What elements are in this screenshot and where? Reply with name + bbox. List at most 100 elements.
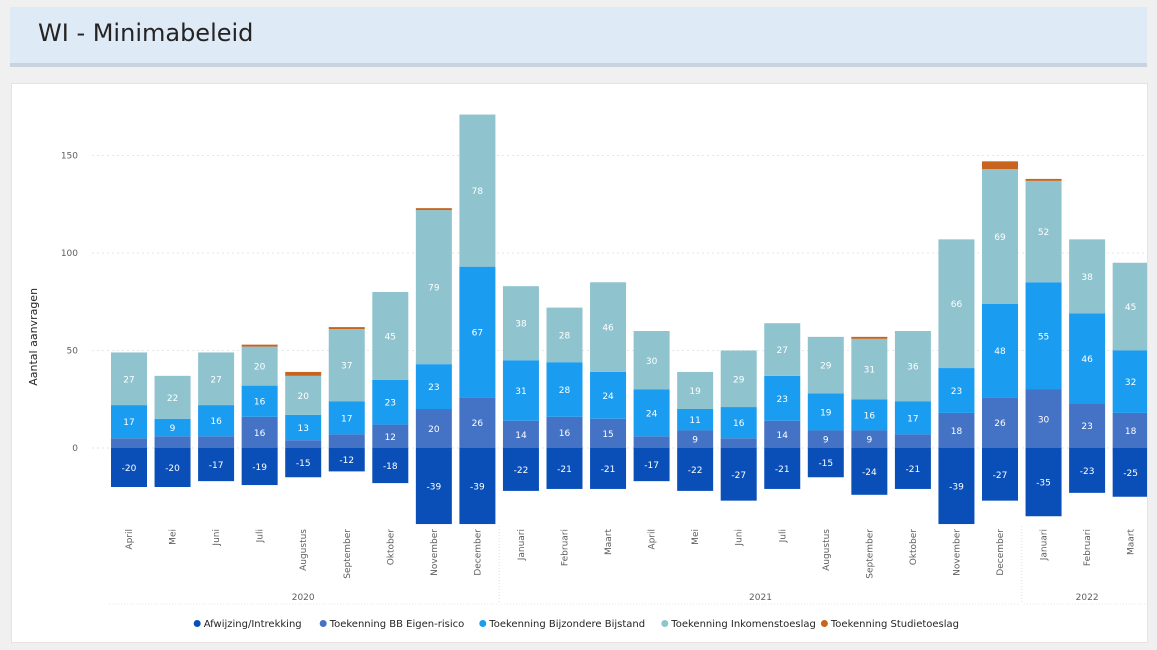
bar-segment[interactable] [982,397,1018,448]
bar-segment[interactable] [590,448,627,489]
bar-segment[interactable] [415,409,452,448]
bar-segment[interactable] [328,327,365,330]
bar-segment[interactable] [1025,389,1062,449]
bar-segment[interactable] [459,448,496,525]
bar-segment[interactable] [764,448,801,489]
bar-segment[interactable] [720,448,757,501]
bar-segment[interactable] [285,375,322,415]
bar-segment[interactable] [546,307,583,363]
bar-segment[interactable] [677,371,714,409]
legend-marker-icon[interactable] [820,620,828,627]
bar-segment[interactable] [198,448,235,482]
bar-segment[interactable] [1025,178,1062,181]
bar-segment[interactable] [1025,448,1062,517]
legend-entry[interactable]: Toekenning Studietoeslag [830,619,959,630]
bar-segment[interactable] [328,434,365,448]
bar-segment[interactable] [938,239,975,369]
bar-segment[interactable] [372,448,409,484]
bar-segment[interactable] [894,448,931,489]
bar-segment[interactable] [111,352,147,406]
bar-segment[interactable] [677,430,714,448]
bar-segment[interactable] [720,438,757,448]
bar-segment[interactable] [590,371,627,419]
bar-segment[interactable] [1112,262,1147,351]
legend-marker-icon[interactable] [319,620,327,627]
bar-segment[interactable] [154,418,191,437]
bar-segment[interactable] [415,208,452,211]
bar-segment[interactable] [982,303,1018,398]
bar-segment[interactable] [894,434,931,448]
legend-entry[interactable]: Afwijzing/Intrekking [204,619,302,630]
bar-segment[interactable] [415,210,452,365]
bar-segment[interactable] [328,448,365,472]
bar-segment[interactable] [546,448,583,489]
bar-segment[interactable] [633,436,670,448]
bar-segment[interactable] [415,448,452,525]
bar-segment[interactable] [1069,403,1106,448]
bar-segment[interactable] [982,448,1018,501]
bar-segment[interactable] [285,371,322,376]
bar-segment[interactable] [851,336,888,339]
bar-segment[interactable] [764,420,801,448]
bar-segment[interactable] [241,448,278,486]
bar-segment[interactable] [720,407,757,439]
bar-segment[interactable] [851,399,888,431]
bar-segment[interactable] [502,448,539,491]
bar-segment[interactable] [372,292,409,380]
bar-segment[interactable] [1112,350,1147,413]
bar-segment[interactable] [807,336,844,394]
bar-segment[interactable] [546,362,583,417]
bar-segment[interactable] [459,114,496,267]
bar-segment[interactable] [1069,448,1106,493]
bar-segment[interactable] [764,375,801,421]
bar-segment[interactable] [764,323,801,376]
bar-segment[interactable] [590,418,627,448]
bar-segment[interactable] [894,331,931,402]
bar-segment[interactable] [198,405,235,437]
legend-marker-icon[interactable] [193,620,201,627]
bar-segment[interactable] [982,161,1018,170]
legend-marker-icon[interactable] [661,620,669,627]
bar-segment[interactable] [111,405,147,439]
bar-segment[interactable] [851,430,888,448]
bar-segment[interactable] [285,414,322,441]
bar-segment[interactable] [633,448,670,482]
bar-segment[interactable] [154,375,191,419]
bar-segment[interactable] [894,401,931,435]
bar-segment[interactable] [328,329,365,402]
bar-segment[interactable] [372,424,409,448]
bar-segment[interactable] [198,436,235,448]
bar-segment[interactable] [241,385,278,417]
legend-entry[interactable]: Toekenning Bijzondere Bijstand [488,619,645,630]
bar-segment[interactable] [938,368,975,413]
bar-segment[interactable] [111,438,147,448]
bar-segment[interactable] [154,448,191,487]
bar-segment[interactable] [1069,313,1106,404]
bar-segment[interactable] [938,412,975,448]
bar-segment[interactable] [328,401,365,435]
stacked-bar-chart[interactable]: 0 50 100 150 Aantal aanvragen -20 17 27 April -20… [12,84,1147,642]
legend-marker-icon[interactable] [479,620,487,627]
bar-segment[interactable] [241,416,278,448]
bar-segment[interactable] [285,448,322,478]
bar-segment[interactable] [1112,448,1147,497]
bar-segment[interactable] [111,448,147,487]
bar-segment[interactable] [154,436,191,448]
bar-segment[interactable] [851,448,888,495]
bar-segment[interactable] [677,448,714,491]
bar-segment[interactable] [241,344,278,347]
bar-segment[interactable] [459,397,496,448]
bar-segment[interactable] [502,360,539,421]
bar-segment[interactable] [1025,180,1062,283]
bar-segment[interactable] [807,430,844,448]
bar-segment[interactable] [459,266,496,398]
bar-segment[interactable] [1025,282,1062,390]
bar-segment[interactable] [938,448,975,525]
bar-segment[interactable] [198,352,235,406]
bar-segment[interactable] [1112,412,1147,448]
bar-segment[interactable] [720,350,757,408]
bar-segment[interactable] [241,346,278,386]
bar-segment[interactable] [807,448,844,478]
bar-segment[interactable] [851,338,888,400]
bar-segment[interactable] [285,440,322,448]
